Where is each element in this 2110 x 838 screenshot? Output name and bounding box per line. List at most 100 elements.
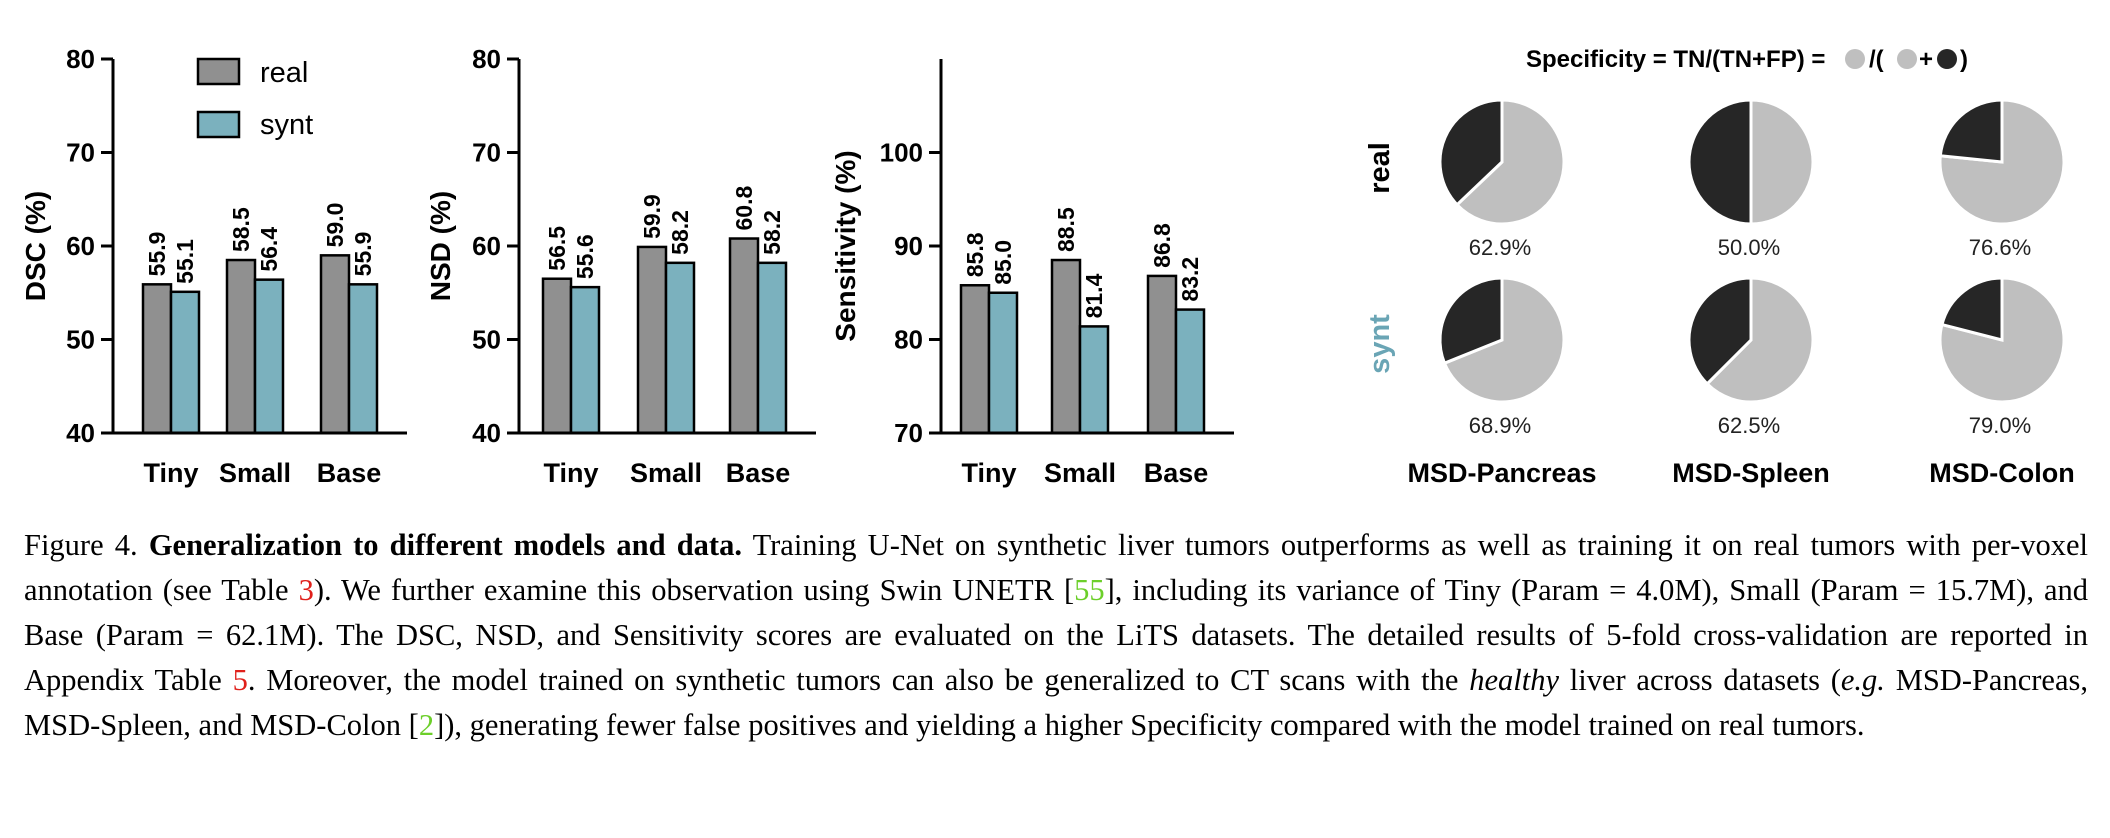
tn-dot-icon-2 bbox=[1897, 49, 1917, 69]
caption-text: ). We further examine this observation u… bbox=[313, 573, 1075, 607]
x-tick-label: Tiny bbox=[543, 458, 598, 488]
caption-text: MSD-Pancreas, MSD-Spleen, and MSD-Colon … bbox=[24, 663, 2088, 742]
row-label-synt: synt bbox=[1364, 314, 1396, 374]
caption-eg: e.g. bbox=[1840, 663, 1885, 697]
y-tick-label: 70 bbox=[472, 138, 501, 168]
bar-value-label: 85.0 bbox=[990, 240, 1016, 285]
y-axis-label: DSC (%) bbox=[20, 191, 51, 301]
x-tick-label: Tiny bbox=[143, 458, 198, 488]
fp-dot-icon bbox=[1937, 49, 1957, 69]
bar-value-label: 88.5 bbox=[1053, 207, 1079, 252]
formula-plus: + bbox=[1919, 46, 1933, 73]
pie-slice-fp bbox=[1940, 276, 2004, 342]
bar-synt bbox=[253, 278, 285, 435]
x-tick-label: Small bbox=[1044, 458, 1116, 488]
pie-value-label: 79.0% bbox=[1969, 413, 2031, 438]
specificity-pie-panel: Specificity = TN/(TN+FP) = /( + ) real s… bbox=[1364, 46, 2075, 488]
legend-label-real: real bbox=[260, 57, 308, 89]
specificity-formula-glyphs: /( + ) bbox=[1845, 46, 1968, 73]
legend-label-synt: synt bbox=[260, 109, 313, 141]
column-label-msd-colon: MSD-Colon bbox=[1929, 458, 2074, 488]
bar-value-label: 55.6 bbox=[572, 234, 598, 279]
bar-synt bbox=[1174, 308, 1206, 435]
figure-caption: Figure 4. Generalization to different mo… bbox=[24, 523, 2088, 748]
y-tick-label: 80 bbox=[472, 44, 501, 74]
x-tick-label: Base bbox=[317, 458, 382, 488]
pie-value-label: 62.9% bbox=[1469, 235, 1531, 260]
caption-heading: Generalization to different models and d… bbox=[148, 528, 742, 562]
bar-value-label: 86.8 bbox=[1149, 223, 1175, 268]
citation-link[interactable]: 55 bbox=[1074, 573, 1105, 607]
bar-value-label: 58.2 bbox=[759, 210, 785, 255]
caption-text: liver across datasets ( bbox=[1558, 663, 1841, 697]
pie-slice-fp bbox=[1687, 276, 1753, 386]
formula-slash: /( bbox=[1869, 46, 1884, 73]
x-tick-label: Base bbox=[726, 458, 791, 488]
bar-value-label: 60.8 bbox=[731, 186, 757, 231]
bar-real bbox=[319, 254, 351, 435]
y-tick-label: 50 bbox=[66, 325, 95, 355]
y-tick-label: 100 bbox=[880, 138, 923, 168]
sensitivity-bar-chart: 85.8 85.0 Tiny 88.581.4 Small 86.883.2 Base 70 8… bbox=[830, 59, 1234, 488]
row-label-real: real bbox=[1364, 142, 1396, 194]
caption-label: Figure 4. bbox=[24, 528, 138, 562]
column-label-msd-spleen: MSD-Spleen bbox=[1672, 458, 1830, 488]
pie-value-label: 68.9% bbox=[1469, 413, 1531, 438]
bar-synt bbox=[569, 285, 601, 435]
bar-value-label: 59.0 bbox=[322, 203, 348, 248]
caption-emphasis: healthy bbox=[1469, 663, 1559, 697]
bar-real bbox=[1050, 258, 1082, 435]
pie-slice-tn bbox=[1705, 276, 1815, 404]
x-tick-label: Tiny bbox=[961, 458, 1016, 488]
bar-synt bbox=[1078, 325, 1110, 435]
bar-value-label: 55.1 bbox=[172, 239, 198, 284]
pie-slice-fp bbox=[1438, 98, 1504, 207]
y-tick-label: 70 bbox=[894, 418, 923, 448]
bar-synt bbox=[756, 261, 788, 435]
y-tick-label: 90 bbox=[894, 231, 923, 261]
pie-slice-tn bbox=[1749, 98, 1815, 226]
pie-value-label: 62.5% bbox=[1718, 413, 1780, 438]
table-ref-link[interactable]: 5 bbox=[232, 663, 248, 697]
y-tick-label: 80 bbox=[66, 44, 95, 74]
caption-text: ]), generating fewer false positives and… bbox=[434, 708, 1865, 742]
bar-real bbox=[728, 237, 760, 435]
caption-text: ], including its variance of Tiny (Param… bbox=[24, 573, 2088, 697]
formula-close: ) bbox=[1960, 46, 1968, 73]
bar-synt bbox=[347, 283, 379, 435]
bar-synt bbox=[987, 291, 1019, 435]
bar-synt bbox=[664, 261, 696, 435]
bar-synt bbox=[169, 290, 201, 435]
specificity-title: Specificity = TN/(TN+FP) = bbox=[1526, 46, 1825, 73]
bar-real bbox=[1146, 274, 1178, 435]
y-tick-label: 70 bbox=[66, 138, 95, 168]
y-tick-label: 60 bbox=[66, 231, 95, 261]
pie-value-label: 50.0% bbox=[1718, 235, 1780, 260]
y-tick-label: 40 bbox=[66, 418, 95, 448]
legend-swatch-real bbox=[196, 57, 241, 86]
bar-value-label: 58.5 bbox=[228, 207, 254, 252]
bar-value-label: 55.9 bbox=[350, 232, 376, 277]
bar-real bbox=[959, 284, 991, 435]
x-tick-label: Base bbox=[1144, 458, 1209, 488]
y-tick-label: 80 bbox=[894, 325, 923, 355]
pie-slice-tn bbox=[1442, 276, 1566, 404]
pie-value-label: 76.6% bbox=[1969, 235, 2031, 260]
caption-text: Training U-Net on synthetic liver tumors… bbox=[24, 528, 2089, 607]
citation-link[interactable]: 2 bbox=[418, 708, 435, 742]
bar-real bbox=[636, 245, 668, 435]
pie-slice-fp bbox=[1438, 276, 1504, 366]
caption-text: . Moreover, the model trained on synthet… bbox=[247, 663, 1470, 697]
bar-value-label: 55.9 bbox=[144, 232, 170, 277]
y-axis-label: NSD (%) bbox=[425, 191, 456, 301]
table-ref-link[interactable]: 3 bbox=[298, 573, 314, 607]
y-tick-label: 50 bbox=[472, 325, 501, 355]
bar-value-label: 85.8 bbox=[962, 232, 988, 277]
pie-slice-fp bbox=[1938, 98, 2004, 164]
y-tick-label: 60 bbox=[472, 231, 501, 261]
legend-swatch-synt bbox=[196, 110, 241, 139]
bar-real bbox=[225, 258, 257, 435]
